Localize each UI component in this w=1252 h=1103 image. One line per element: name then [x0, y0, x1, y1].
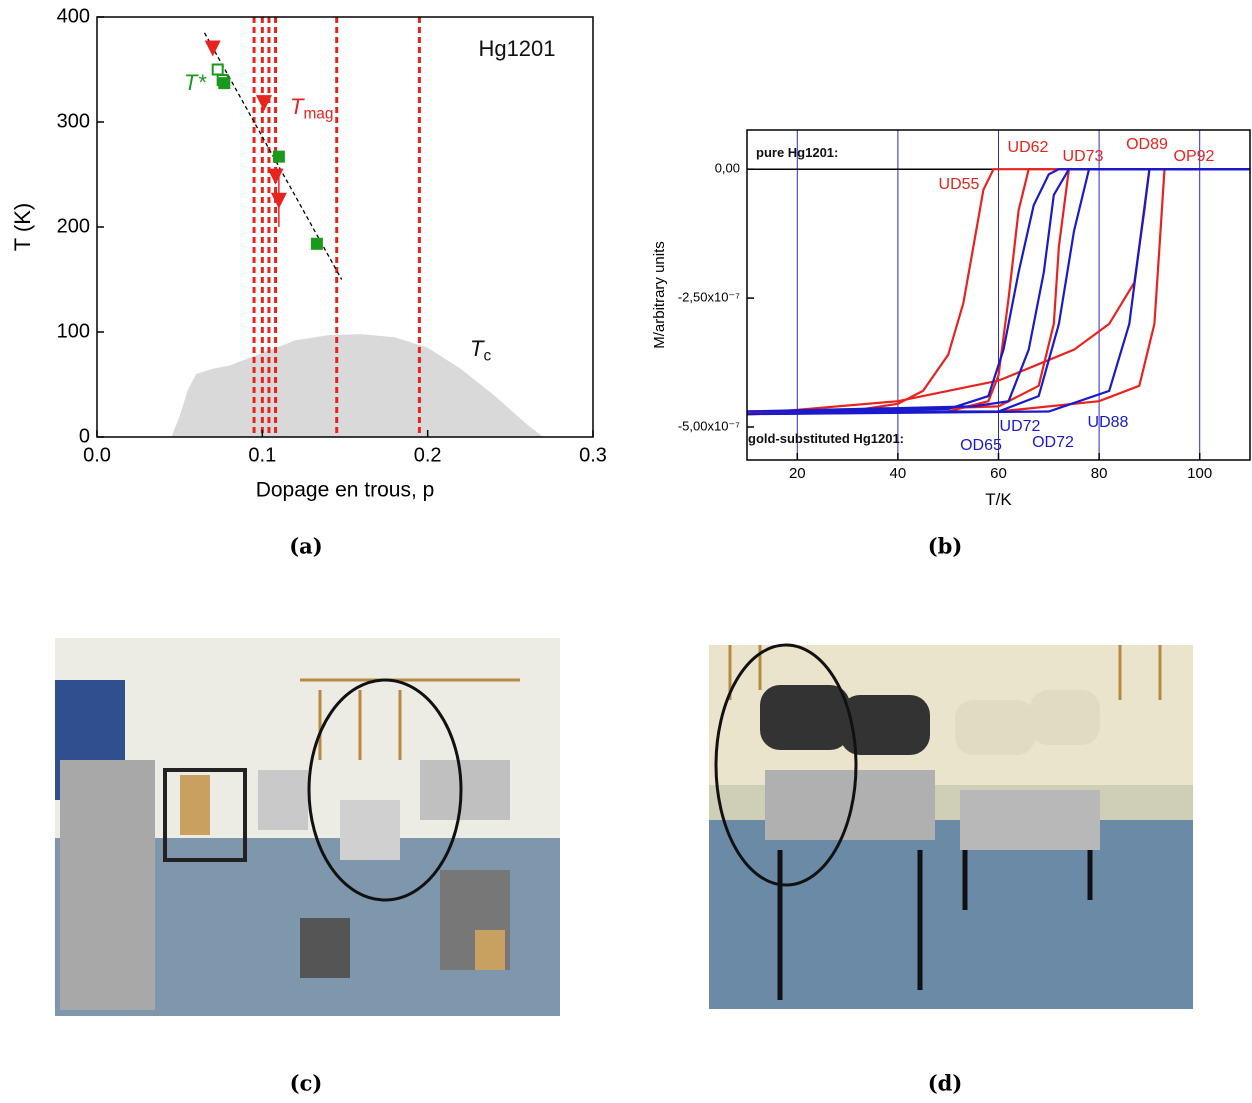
- y-tick-label: 0,00: [715, 161, 740, 176]
- x-axis-label: Dopage en trous, p: [256, 479, 435, 502]
- chart-a: 0.0 0.1 0.2 0.3 0 100 200 300 400 Dopage en trous…: [10, 5, 607, 501]
- marker: [218, 77, 231, 90]
- marker: [272, 150, 285, 163]
- annotation: Tc: [470, 336, 491, 365]
- marker: [211, 63, 224, 76]
- annotation: gold-substituted Hg1201:: [748, 431, 904, 446]
- y-tick-label: 200: [57, 215, 90, 237]
- series-line: [746, 168, 1250, 416]
- y-tick-label: 400: [57, 5, 90, 27]
- marker: [270, 192, 287, 209]
- x-tick-label: 20: [789, 465, 806, 482]
- chart-b: UD55 UD62 UD73 OD89 OP92 UD72 OD65 OD72 UD88 20 40…: [651, 129, 1251, 509]
- series-label: UD72: [1000, 418, 1041, 435]
- annotation-text: Hg1201: [478, 36, 555, 61]
- x-tick-label: 0.1: [248, 444, 276, 466]
- annotation-subscript: c: [483, 348, 491, 365]
- caption: (c): [290, 1071, 323, 1096]
- annotation: pure Hg1201:: [756, 145, 838, 160]
- annotation-text: T: [290, 94, 305, 119]
- y-axis-label: T (K): [10, 203, 35, 251]
- x-tick-label: 0.0: [83, 444, 111, 466]
- annotation-text: gold-substituted Hg1201:: [748, 431, 904, 446]
- annotation-text: pure Hg1201:: [756, 145, 838, 160]
- series-label: UD88: [1088, 414, 1129, 431]
- x-tick-label: 0.3: [579, 444, 607, 466]
- photo-c: [55, 638, 560, 1016]
- marker: [310, 237, 323, 250]
- series-label: UD55: [939, 176, 980, 193]
- series-label: UD73: [1063, 148, 1104, 165]
- series-label: OD72: [1032, 434, 1074, 451]
- x-tick-label: 40: [890, 465, 907, 482]
- y-tick-label: 100: [57, 320, 90, 342]
- annotation-text: T*: [184, 70, 207, 95]
- tc-dome: [171, 334, 544, 437]
- series-line: [746, 168, 1250, 416]
- caption: (a): [289, 534, 322, 559]
- series-label: OD65: [960, 437, 1002, 454]
- caption: (d): [928, 1071, 963, 1096]
- marker: [267, 168, 284, 185]
- x-axis-label: T/K: [985, 490, 1012, 509]
- x-tick-label: 0.2: [414, 444, 442, 466]
- series-label: UD62: [1008, 139, 1049, 156]
- caption: (b): [928, 534, 963, 559]
- y-tick-label: 300: [57, 110, 90, 132]
- marker: [255, 95, 272, 112]
- series-line: [746, 168, 1250, 413]
- y-axis-label: M/arbitrary units: [651, 241, 668, 349]
- annotation-text: T: [470, 336, 485, 361]
- series-label: OD89: [1126, 136, 1168, 153]
- marker: [204, 40, 221, 57]
- annotation: Hg1201: [478, 36, 555, 61]
- annotation: T*: [184, 70, 207, 95]
- annotation-subscript: mag: [303, 106, 333, 123]
- series-line: [746, 168, 1250, 416]
- x-tick-label: 80: [1091, 465, 1108, 482]
- photo-d: [709, 643, 1193, 1009]
- x-tick-label: 60: [990, 465, 1007, 482]
- x-tick-label: 100: [1187, 465, 1212, 482]
- y-tick-label: -2,50x10⁻⁷: [678, 290, 740, 305]
- y-tick-label: 0: [79, 425, 90, 447]
- series-line: [746, 168, 1250, 413]
- series-label: OP92: [1174, 148, 1215, 165]
- y-tick-label: -5,00x10⁻⁷: [678, 418, 740, 433]
- annotation: Tmag: [290, 94, 333, 123]
